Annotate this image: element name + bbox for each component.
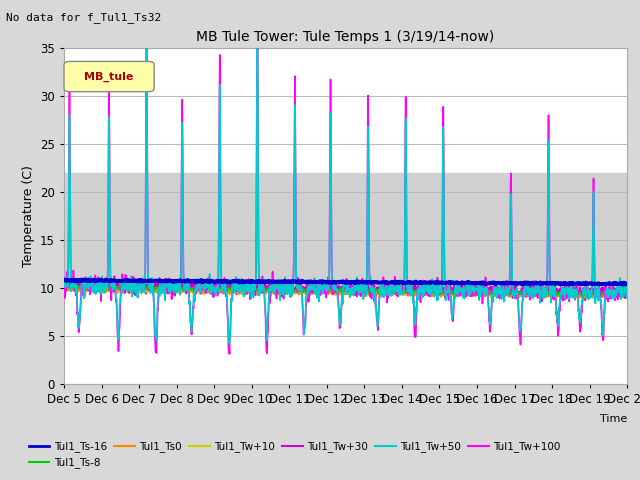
Tul1_Tw+50	[508, 212, 515, 218]
Tul1_Tw+50	[249, 277, 257, 283]
Tul1_Ts-16	[249, 279, 257, 285]
Tul1_Tw+30	[186, 288, 193, 294]
Line: Tul1_Tw+50: Tul1_Tw+50	[64, 48, 627, 344]
Legend: Tul1_Ts-16, Tul1_Ts-8, Tul1_Ts0, Tul1_Tw+10, Tul1_Tw+30, Tul1_Tw+50, Tul1_Tw+100: Tul1_Ts-16, Tul1_Ts-8, Tul1_Ts0, Tul1_Tw…	[24, 437, 565, 472]
Tul1_Tw+100	[434, 278, 442, 284]
Tul1_Ts0	[249, 288, 257, 294]
Tul1_Ts0	[623, 292, 631, 298]
Tul1_Tw+30	[623, 287, 631, 292]
Tul1_Ts-16	[433, 280, 441, 286]
Tul1_Tw+10	[186, 289, 193, 295]
Tul1_Tw+100	[142, 45, 150, 51]
Tul1_Ts-8	[172, 285, 180, 291]
Tul1_Ts-8	[623, 292, 631, 298]
Tul1_Tw+100	[249, 290, 257, 296]
Line: Tul1_Ts-8: Tul1_Ts-8	[64, 284, 627, 297]
Tul1_Tw+100	[508, 201, 515, 206]
Tul1_Ts-16	[186, 278, 193, 284]
Tul1_Ts-16	[507, 280, 515, 286]
Tul1_Tw+100	[60, 279, 68, 285]
Tul1_Tw+30	[582, 298, 589, 303]
Tul1_Tw+10	[60, 288, 68, 293]
Tul1_Tw+10	[557, 290, 564, 296]
Tul1_Tw+30	[557, 290, 564, 296]
FancyBboxPatch shape	[64, 61, 154, 92]
Tul1_Tw+50	[143, 45, 150, 51]
Tul1_Ts0	[73, 283, 81, 289]
Text: Time: Time	[600, 414, 627, 424]
Tul1_Ts-16	[557, 280, 564, 286]
Tul1_Tw+100	[557, 287, 565, 293]
Tul1_Tw+50	[434, 281, 442, 287]
Tul1_Ts-8	[186, 286, 193, 291]
Tul1_Ts0	[60, 284, 68, 289]
Y-axis label: Temperature (C): Temperature (C)	[22, 165, 35, 267]
Text: No data for f_Tul1_Ts32: No data for f_Tul1_Ts32	[6, 12, 162, 23]
Tul1_Ts-16	[623, 281, 631, 287]
Tul1_Tw+10	[433, 290, 441, 296]
Tul1_Tw+30	[111, 273, 118, 279]
Text: MB_tule: MB_tule	[84, 72, 134, 82]
Tul1_Tw+30	[172, 287, 180, 292]
Tul1_Tw+100	[172, 280, 180, 286]
Tul1_Ts-16	[79, 276, 86, 282]
Tul1_Ts-8	[433, 288, 441, 294]
Tul1_Tw+10	[62, 284, 70, 289]
Tul1_Tw+50	[226, 341, 234, 347]
Tul1_Tw+30	[507, 288, 515, 293]
Tul1_Ts-8	[621, 294, 629, 300]
Tul1_Tw+100	[226, 351, 234, 357]
Tul1_Ts0	[433, 290, 441, 296]
Title: MB Tule Tower: Tule Temps 1 (3/19/14-now): MB Tule Tower: Tule Temps 1 (3/19/14-now…	[196, 30, 495, 44]
Tul1_Ts0	[548, 296, 556, 301]
Bar	[64, 173, 627, 288]
Tul1_Ts-16	[618, 282, 626, 288]
Tul1_Ts-16	[172, 278, 180, 284]
Tul1_Ts0	[172, 287, 180, 293]
Tul1_Tw+100	[623, 285, 631, 290]
Tul1_Tw+30	[249, 284, 257, 289]
Tul1_Tw+50	[557, 292, 565, 298]
Line: Tul1_Ts-16: Tul1_Ts-16	[64, 279, 627, 285]
Tul1_Tw+10	[623, 293, 631, 299]
Tul1_Ts-8	[60, 287, 68, 292]
Tul1_Ts-16	[60, 276, 68, 282]
Tul1_Tw+10	[507, 291, 515, 297]
Tul1_Tw+50	[60, 283, 68, 288]
Tul1_Ts0	[507, 290, 515, 296]
Tul1_Tw+10	[172, 290, 180, 296]
Line: Tul1_Tw+100: Tul1_Tw+100	[64, 48, 627, 354]
Tul1_Tw+30	[433, 288, 441, 293]
Tul1_Tw+50	[186, 298, 193, 304]
Line: Tul1_Tw+10: Tul1_Tw+10	[64, 287, 627, 299]
Tul1_Ts-8	[557, 291, 564, 297]
Tul1_Ts-8	[507, 289, 515, 295]
Tul1_Ts0	[557, 293, 565, 299]
Tul1_Ts0	[186, 288, 193, 294]
Line: Tul1_Tw+30: Tul1_Tw+30	[64, 276, 627, 300]
Tul1_Tw+50	[623, 294, 631, 300]
Tul1_Tw+100	[186, 300, 193, 305]
Tul1_Tw+30	[60, 284, 68, 289]
Tul1_Tw+10	[249, 292, 257, 298]
Tul1_Ts-8	[249, 289, 257, 295]
Tul1_Tw+50	[172, 289, 180, 295]
Tul1_Tw+10	[618, 296, 625, 301]
Line: Tul1_Ts0: Tul1_Ts0	[64, 286, 627, 299]
Tul1_Ts-8	[116, 281, 124, 287]
